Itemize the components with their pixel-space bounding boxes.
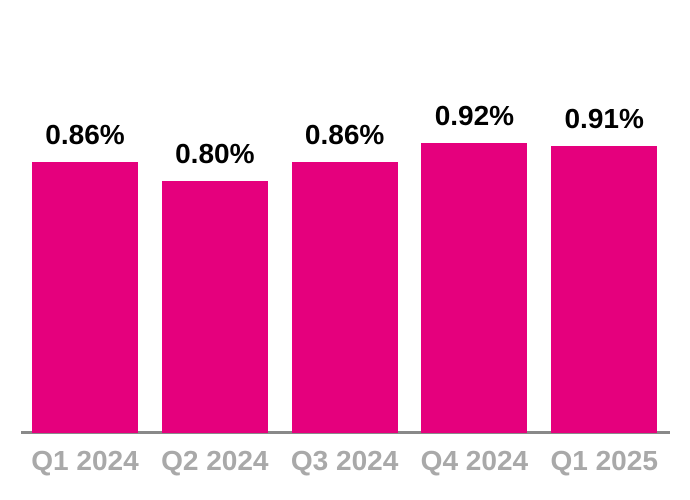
x-axis-label: Q1 2024 (31, 445, 139, 476)
x-axis-label: Q2 2024 (161, 445, 269, 476)
bar-value-label: 0.91% (564, 103, 644, 134)
bar-value-label: 0.80% (175, 138, 255, 169)
x-axis-label: Q3 2024 (290, 445, 399, 476)
bar (291, 162, 398, 433)
bar (551, 146, 658, 433)
bar (421, 143, 528, 433)
bar (32, 162, 138, 433)
x-axis-label: Q1 2025 (550, 445, 658, 476)
bar-value-label: 0.86% (45, 119, 125, 150)
bar (161, 181, 268, 433)
bar-value-label: 0.92% (434, 100, 515, 131)
x-axis-label: Q4 2024 (420, 445, 529, 476)
bar-value-label: 0.86% (304, 119, 385, 150)
